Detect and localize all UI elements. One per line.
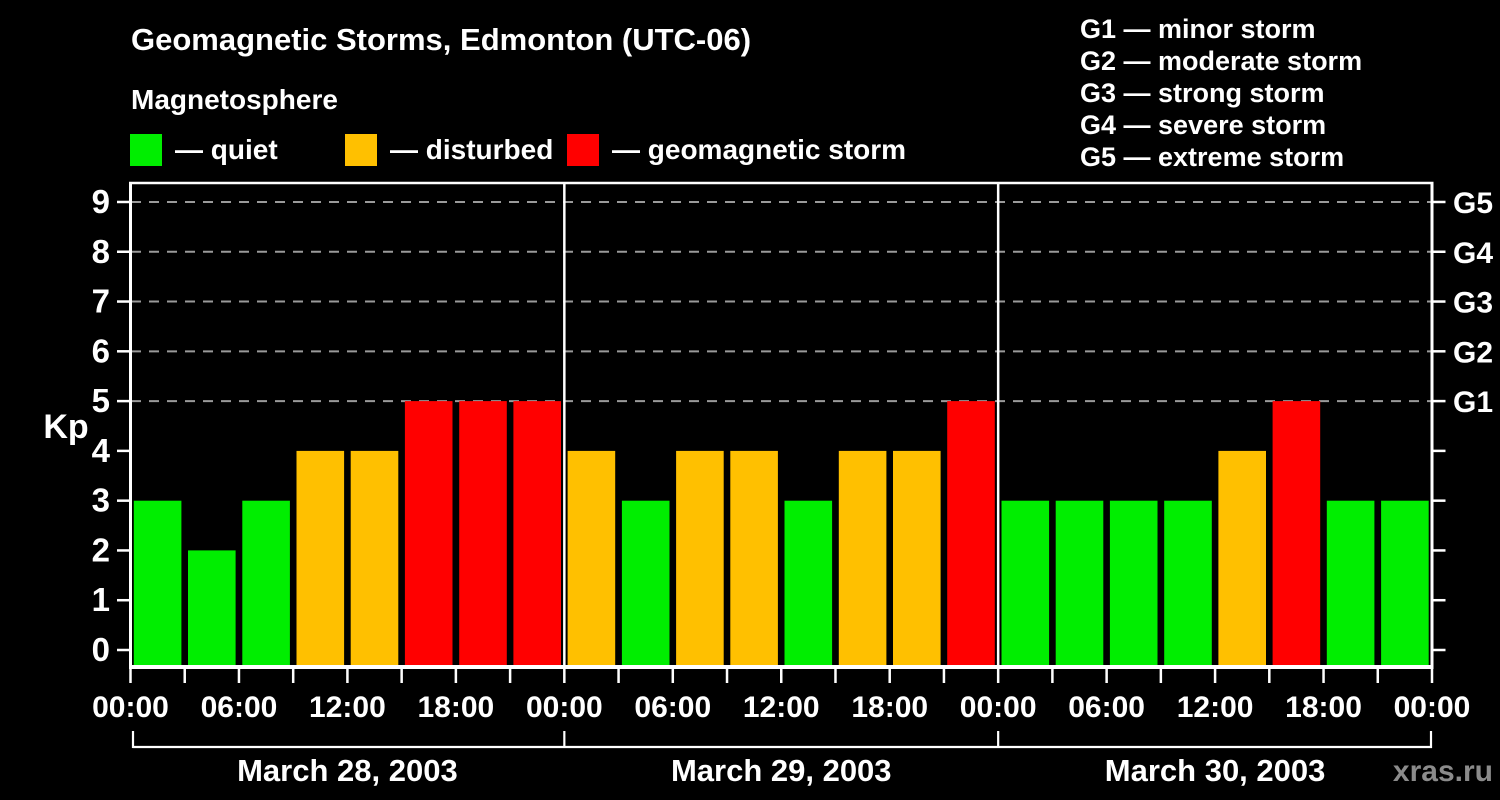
x-tick-label: 00:00 — [1394, 691, 1471, 724]
storm-color-swatch — [567, 134, 599, 166]
kp-bar-day2-slot1 — [567, 450, 616, 666]
magnetosphere-label: Magnetosphere — [131, 84, 338, 115]
date-label-day2: March 29, 2003 — [671, 753, 892, 788]
kp-bar-day3-slot2 — [1055, 500, 1104, 666]
kp-bar-day2-slot3 — [676, 450, 724, 666]
page-title: Geomagnetic Storms, Edmonton (UTC-06) — [131, 22, 752, 57]
kp-bar-day2-slot8 — [947, 401, 995, 666]
disturbed-color-swatch — [345, 134, 377, 166]
x-tick-label: 18:00 — [851, 691, 928, 724]
kp-bar-day3-slot8 — [1381, 500, 1429, 666]
kp-bar-day1-slot7 — [459, 401, 507, 666]
kp-bar-day1-slot2 — [188, 550, 236, 666]
y-tick-label-6: 6 — [92, 332, 110, 369]
y-axis-title: Kp — [43, 408, 88, 446]
y-tick-label-4: 4 — [92, 432, 111, 469]
x-tick-label: 12:00 — [743, 691, 820, 724]
x-tick-label: 00:00 — [92, 691, 169, 724]
legend-label-storm: — geomagnetic storm — [612, 134, 907, 165]
legend-label-quiet: — quiet — [175, 134, 278, 165]
y-tick-label-7: 7 — [92, 283, 110, 320]
x-tick-label: 06:00 — [1068, 691, 1145, 724]
x-tick-label: 06:00 — [634, 691, 711, 724]
x-tick-label: 18:00 — [418, 691, 495, 724]
kp-bar-day3-slot5 — [1218, 450, 1266, 666]
right-axis-label-G2: G2 — [1453, 336, 1493, 369]
right-axis-label-G3: G3 — [1453, 287, 1493, 320]
y-tick-label-9: 9 — [92, 183, 110, 220]
kp-bar-day2-slot5 — [784, 500, 833, 666]
kp-bar-day1-slot8 — [513, 401, 561, 666]
kp-bar-day2-slot6 — [838, 450, 887, 666]
kp-bar-day3-slot1 — [1001, 500, 1050, 666]
y-tick-label-0: 0 — [92, 631, 110, 668]
kp-bar-day1-slot4 — [296, 450, 345, 666]
kp-bar-day1-slot6 — [404, 401, 453, 666]
x-tick-label: 00:00 — [960, 691, 1037, 724]
x-tick-label: 00:00 — [526, 691, 603, 724]
legend-item-storm: — geomagnetic storm — [567, 134, 906, 166]
y-tick-label-5: 5 — [92, 382, 110, 419]
kp-bar-day1-slot3 — [242, 500, 290, 666]
y-tick-label-2: 2 — [92, 531, 110, 568]
kp-bar-day1-slot1 — [133, 500, 182, 666]
legend-label-disturbed: — disturbed — [390, 134, 554, 165]
watermark: xras.ru — [1392, 755, 1493, 788]
kp-bar-day2-slot2 — [621, 500, 670, 666]
legend-item-quiet: — quiet — [130, 134, 278, 166]
y-tick-label-3: 3 — [92, 482, 110, 519]
kp-bar-day2-slot7 — [893, 450, 941, 666]
right-axis-label-G1: G1 — [1453, 386, 1493, 419]
storm-scale-line-g5: G5 — extreme storm — [1080, 142, 1345, 172]
y-tick-label-8: 8 — [92, 233, 110, 270]
storm-scale-line-g2: G2 — moderate storm — [1080, 46, 1363, 76]
x-tick-label: 12:00 — [1177, 691, 1254, 724]
kp-bar-day2-slot4 — [730, 450, 778, 666]
x-tick-label: 12:00 — [309, 691, 386, 724]
kp-bar-day3-slot4 — [1164, 500, 1212, 666]
legend-item-disturbed: — disturbed — [345, 134, 553, 166]
kp-bar-day3-slot3 — [1109, 500, 1158, 666]
date-label-day1: March 28, 2003 — [237, 753, 458, 788]
x-tick-label: 18:00 — [1285, 691, 1362, 724]
y-tick-label-1: 1 — [92, 581, 110, 618]
storm-scale-legend: G1 — minor storm G2 — moderate storm G3 … — [1080, 13, 1362, 173]
right-axis-label-G5: G5 — [1453, 187, 1493, 220]
kp-bar-day1-slot5 — [350, 450, 399, 666]
storm-scale-line-g4: G4 — severe storm — [1080, 110, 1327, 140]
x-tick-label: 06:00 — [201, 691, 278, 724]
kp-bar-day3-slot7 — [1326, 500, 1375, 666]
right-axis-label-G4: G4 — [1453, 237, 1493, 270]
kp-bar-day3-slot6 — [1272, 401, 1321, 666]
quiet-color-swatch — [130, 134, 162, 166]
storm-scale-line-g1: G1 — minor storm — [1080, 14, 1316, 44]
storm-scale-line-g3: G3 — strong storm — [1080, 78, 1325, 108]
date-label-day3: March 30, 2003 — [1105, 753, 1326, 788]
